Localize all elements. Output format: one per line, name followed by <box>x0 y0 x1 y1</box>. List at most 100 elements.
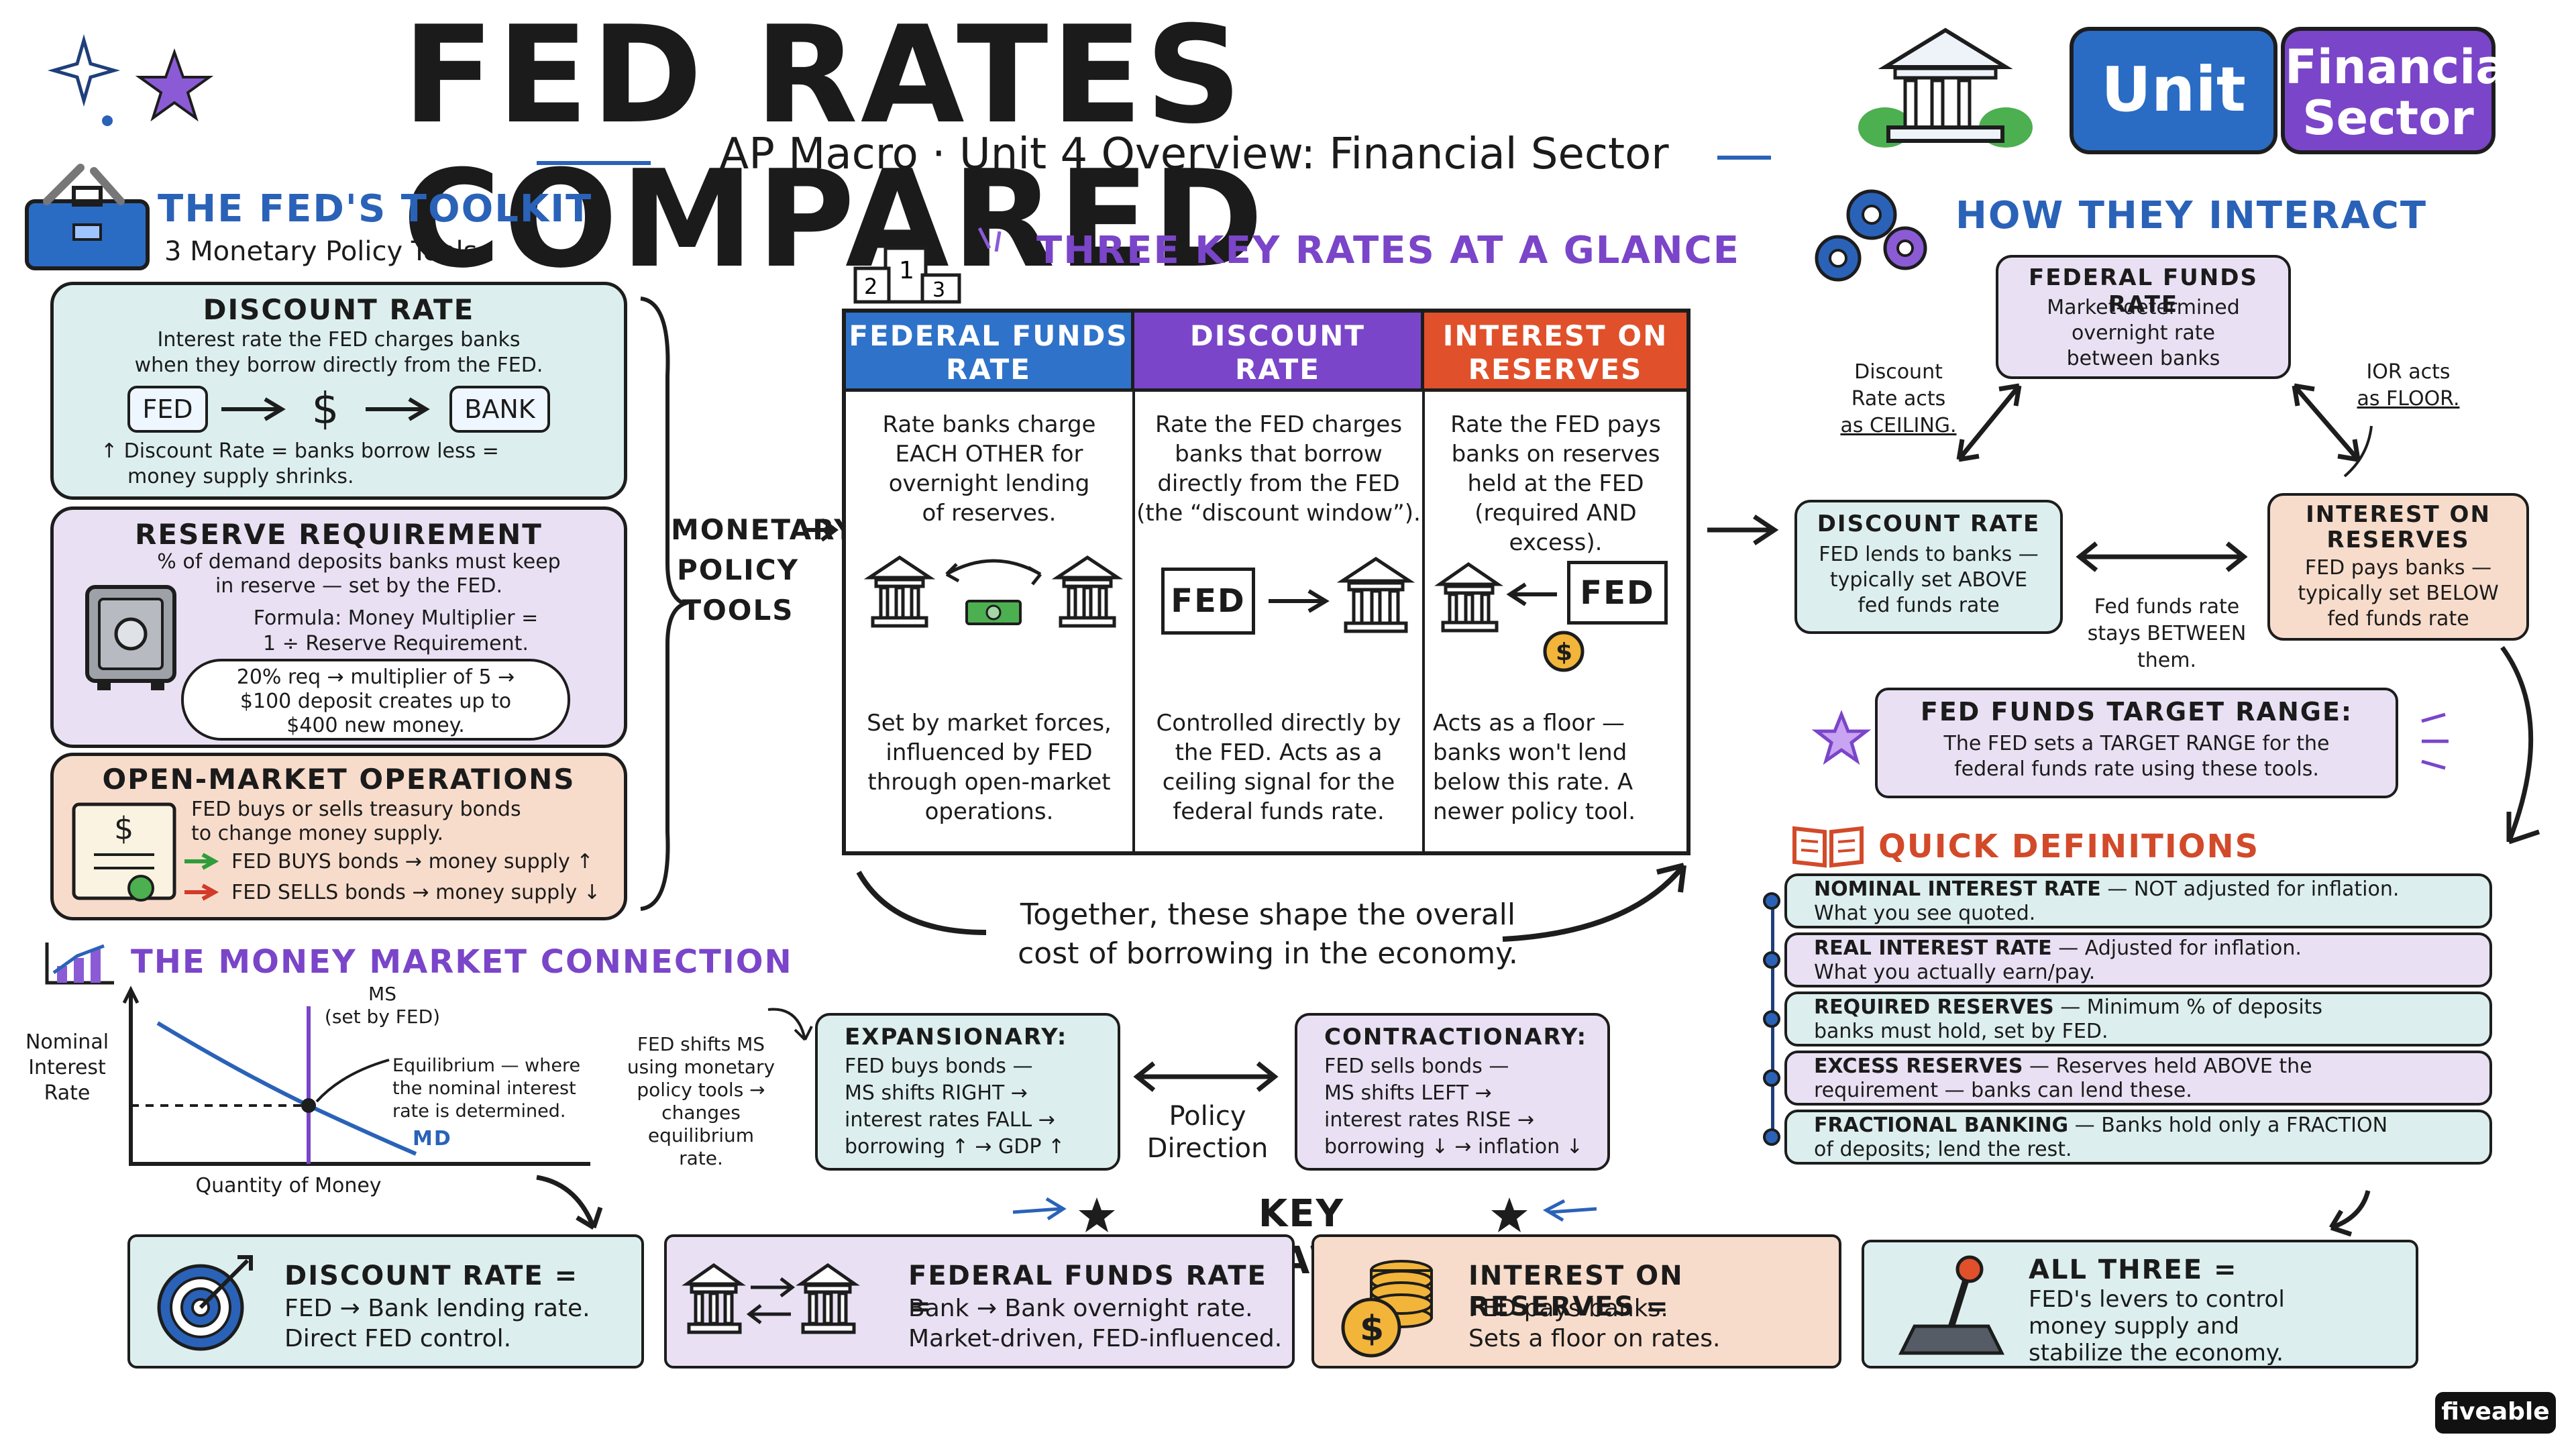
definition-term: REQUIRED RESERVES <box>1814 996 2054 1019</box>
definition-text-1: — Minimum % of deposits <box>2053 996 2323 1019</box>
reserve-card-formula-2: 1 ÷ Reserve Requirement. <box>263 632 529 655</box>
multiplier-example-3: $400 new money. <box>286 714 465 737</box>
col-header-ffr: FEDERAL FUNDS RATE <box>846 313 1134 392</box>
ior-bottom-2: banks won't lend <box>1433 739 1627 766</box>
discount-bottom-1: Controlled directly by <box>1156 710 1401 737</box>
interact-discount-title: DISCOUNT RATE <box>1817 511 2041 537</box>
interact-ior-1: FED pays banks — <box>2304 556 2492 580</box>
definition-bullet <box>1763 951 1780 969</box>
table-to-interact-arrow <box>1707 515 1779 545</box>
definition-text-2: of deposits; lend the rest. <box>1814 1138 2072 1161</box>
red-arrow-icon <box>184 883 219 901</box>
expansionary-3: interest rates FALL → <box>845 1108 1055 1132</box>
money-market-graph <box>122 985 590 1166</box>
contractionary-2: MS shifts LEFT → <box>1324 1081 1492 1105</box>
subtitle-rule-right <box>1717 156 1771 160</box>
svg-text:$: $ <box>1556 639 1572 666</box>
discount-top-4: (the “discount window”). <box>1136 500 1421 527</box>
expansionary-title: EXPANSIONARY: <box>845 1024 1068 1051</box>
discount-card-desc-1: Interest rate the FED charges banks <box>157 328 521 352</box>
takeaway-card-ffr: FEDERAL FUNDS RATE = Bank → Bank overnig… <box>664 1234 1295 1368</box>
takeaways-arrow-left <box>1542 1199 1597 1222</box>
equilibrium-note-3: rate is determined. <box>392 1101 566 1122</box>
definition-term: EXCESS RESERVES <box>1814 1055 2023 1078</box>
podium-icon: 1 2 3 <box>853 227 1002 304</box>
star-icon <box>135 48 214 122</box>
ms-label: MS (set by FED) <box>295 983 470 1028</box>
reserve-card-desc-2: in reserve — set by the FED. <box>215 574 503 598</box>
definition-text-2: What you actually earn/pay. <box>1814 961 2096 984</box>
shift-arrow <box>767 1008 813 1041</box>
ffr-top-3: overnight lending <box>888 470 1090 497</box>
omo-card-desc-2: to change money supply. <box>191 822 444 845</box>
takeaway-card-ior: $ INTEREST ON RESERVES = FED pays banks.… <box>1311 1234 1841 1368</box>
target-range-box: FED FUNDS TARGET RANGE: The FED sets a T… <box>1875 688 2398 798</box>
definition-item: REQUIRED RESERVES — Minimum % of deposit… <box>1784 991 2492 1046</box>
topic-badge-line-2: Sector <box>2302 91 2474 146</box>
coins-icon: $ <box>1341 1260 1433 1358</box>
toolkit-arrow <box>805 518 839 542</box>
rates-table-title: THREE KEY RATES AT A GLANCE <box>1036 229 1741 272</box>
takeaway-ffr-title: FEDERAL FUNDS RATE = <box>908 1260 1267 1322</box>
ior-top-2: banks on reserves <box>1451 441 1660 468</box>
col-divider <box>1422 392 1425 855</box>
contractionary-card: CONTRACTIONARY: FED sells bonds — MS shi… <box>1295 1013 1610 1171</box>
bond-certificate-icon: $ <box>72 802 176 902</box>
interact-ffr-box: FEDERAL FUNDS RATE Market-determined ove… <box>1996 255 2291 379</box>
policy-direction-label: Policy Direction <box>1134 1100 1281 1165</box>
definition-item: REAL INTEREST RATE — Adjusted for inflat… <box>1784 932 2492 987</box>
ior-bottom-4: newer policy tool. <box>1433 798 1636 825</box>
definition-text-2: What you see quoted. <box>1814 902 2036 925</box>
flow-dollar-icon: $ <box>311 384 339 434</box>
ms-label-2: (set by FED) <box>324 1006 441 1028</box>
takeaways-arrow-right <box>1012 1197 1067 1221</box>
equilibrium-note-2: the nominal interest <box>392 1078 576 1099</box>
takeaway-all-title: ALL THREE = <box>2029 1254 2238 1285</box>
definition-bullet <box>1763 1069 1780 1087</box>
gears-icon <box>1815 189 1927 282</box>
ffr-top-2: EACH OTHER for <box>895 441 1083 468</box>
takeaway-ffr-1: Bank → Bank overnight rate. <box>908 1295 1253 1322</box>
interact-discount-3: fed funds rate <box>1858 594 2000 617</box>
graph-y-label: Nominal Interest Rate <box>13 1030 121 1106</box>
bank-building-icon <box>1858 28 2033 148</box>
double-arrow-icon <box>2076 541 2248 572</box>
omo-card-title: OPEN-MARKET OPERATIONS <box>102 763 576 796</box>
brand-logo: fiveable <box>2435 1392 2556 1434</box>
interact-ffr-title: FEDERAL FUNDS RATE <box>2029 264 2258 318</box>
shift-note-1: FED shifts MS <box>637 1033 765 1055</box>
omo-card-buy: FED BUYS bonds → money supply ↑ <box>231 850 594 873</box>
reserve-card-title: RESERVE REQUIREMENT <box>135 518 543 551</box>
floor-note: IOR acts as FLOOR. <box>2328 359 2489 413</box>
bank-exchange-icon <box>682 1263 860 1334</box>
takeaway-ior-2: Sets a floor on rates. <box>1468 1325 1721 1352</box>
interact-ffr-3: between banks <box>2066 347 2220 370</box>
contractionary-3: interest rates RISE → <box>1324 1108 1535 1132</box>
md-curve <box>156 1021 417 1156</box>
between-note-1: Fed funds rate <box>2094 595 2240 619</box>
flow-bank-box: BANK <box>449 386 550 433</box>
col-header-discount-2: RATE <box>1235 353 1320 386</box>
definition-text-1: — NOT adjusted for inflation. <box>2100 877 2400 901</box>
coin-icon: $ <box>1543 631 1585 672</box>
emphasis-lines-icon <box>2421 712 2449 770</box>
contractionary-1: FED sells bonds — <box>1324 1055 1509 1078</box>
interact-discount-2: typically set ABOVE <box>1829 568 2028 592</box>
omo-card-desc-1: FED buys or sells treasury bonds <box>191 798 521 821</box>
sparkle-icon <box>47 34 121 126</box>
shift-note-3: policy tools → <box>637 1079 765 1101</box>
ffr-bottom-4: operations. <box>924 798 1054 825</box>
table-caption-1: Together, these shape the overall <box>1020 898 1516 932</box>
col-divider <box>1132 392 1135 855</box>
shift-note-5: rate. <box>679 1147 723 1169</box>
md-label: MD <box>413 1127 452 1150</box>
ior-top-text: Rate the FED pays banks on reserves held… <box>1425 410 1686 557</box>
safe-icon <box>85 585 176 690</box>
col-header-ffr-1: FEDERAL FUNDS <box>849 319 1128 352</box>
ffr-top-1: Rate banks charge <box>882 411 1096 438</box>
ior-top-4: (required AND excess). <box>1474 500 1637 556</box>
ceiling-note-1: Discount <box>1854 360 1943 384</box>
definition-text-1: — Reserves held ABOVE the <box>2023 1055 2312 1078</box>
floor-note-2: as FLOOR. <box>2357 387 2460 411</box>
interact-arrows <box>1956 383 2373 478</box>
